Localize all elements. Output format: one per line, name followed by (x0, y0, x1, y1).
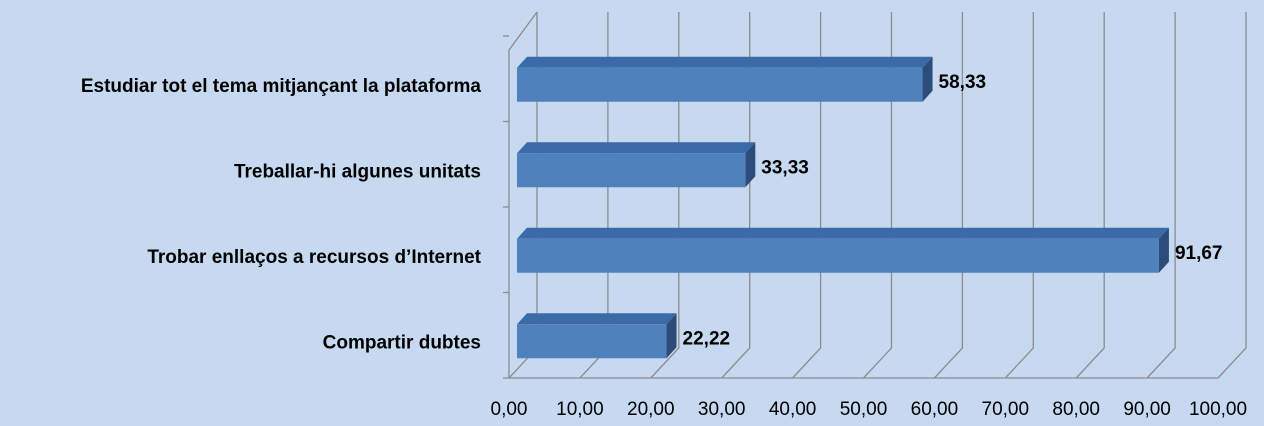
bar-3 (517, 313, 677, 359)
gridline-5 (863, 12, 893, 379)
bar-front-face (517, 153, 746, 188)
bar-2 (517, 227, 1169, 273)
gridline-8 (1075, 12, 1105, 379)
bar-top-face (517, 227, 1169, 239)
x-tick-label-8: 80,00 (1052, 399, 1100, 420)
gridline-2 (650, 12, 680, 379)
value-label-3: 22,22 (683, 328, 731, 349)
bar-top-face (517, 142, 756, 154)
bar-side-face (666, 313, 677, 359)
bar-front-face (517, 238, 1159, 273)
bar-1 (517, 142, 756, 188)
bar-top-face (517, 313, 677, 325)
bar-top-face (517, 56, 933, 68)
x-tick-label-4: 40,00 (769, 399, 817, 420)
gridline-9 (1146, 12, 1176, 379)
y-axis-wall (508, 11, 538, 378)
x-tick-label-7: 70,00 (982, 399, 1030, 420)
category-label-0: Estudiar tot el tema mitjançant la plata… (81, 76, 482, 97)
value-label-2: 91,67 (1175, 243, 1223, 264)
x-tick-label-6: 60,00 (911, 399, 959, 420)
bar-0 (517, 56, 933, 102)
gridline-3 (721, 12, 751, 379)
x-tick-label-2: 20,00 (627, 399, 675, 420)
gridline-7 (1004, 12, 1034, 379)
bar-front-face (517, 324, 667, 359)
category-label-1: Treballar-hi algunes unitats (234, 161, 481, 182)
gridline-4 (792, 12, 822, 379)
chart-labels: 58,33 Estudiar tot el tema mitjançant la … (81, 72, 1247, 420)
bar-side-face (1158, 227, 1169, 273)
bar-front-face (517, 67, 923, 102)
x-tick-label-0: 0,00 (491, 399, 528, 420)
bar-side-face (922, 56, 933, 102)
x-tick-label-10: 100,00 (1189, 399, 1247, 420)
gridline-6 (933, 12, 964, 379)
x-tick-label-5: 50,00 (840, 399, 888, 420)
bar-side-face (745, 142, 756, 188)
x-tick-label-1: 10,00 (556, 399, 604, 420)
value-label-0: 58,33 (939, 72, 987, 93)
gridline-10 (1217, 12, 1247, 379)
category-label-2: Trobar enllaços a recursos d’Internet (147, 247, 481, 268)
chart-grid (503, 11, 1247, 379)
chart-bars (517, 56, 1169, 359)
x-tick-label-9: 90,00 (1123, 399, 1171, 420)
category-label-3: Compartir dubtes (323, 332, 481, 353)
x-tick-label-3: 30,00 (698, 399, 746, 420)
value-label-1: 33,33 (761, 157, 809, 178)
